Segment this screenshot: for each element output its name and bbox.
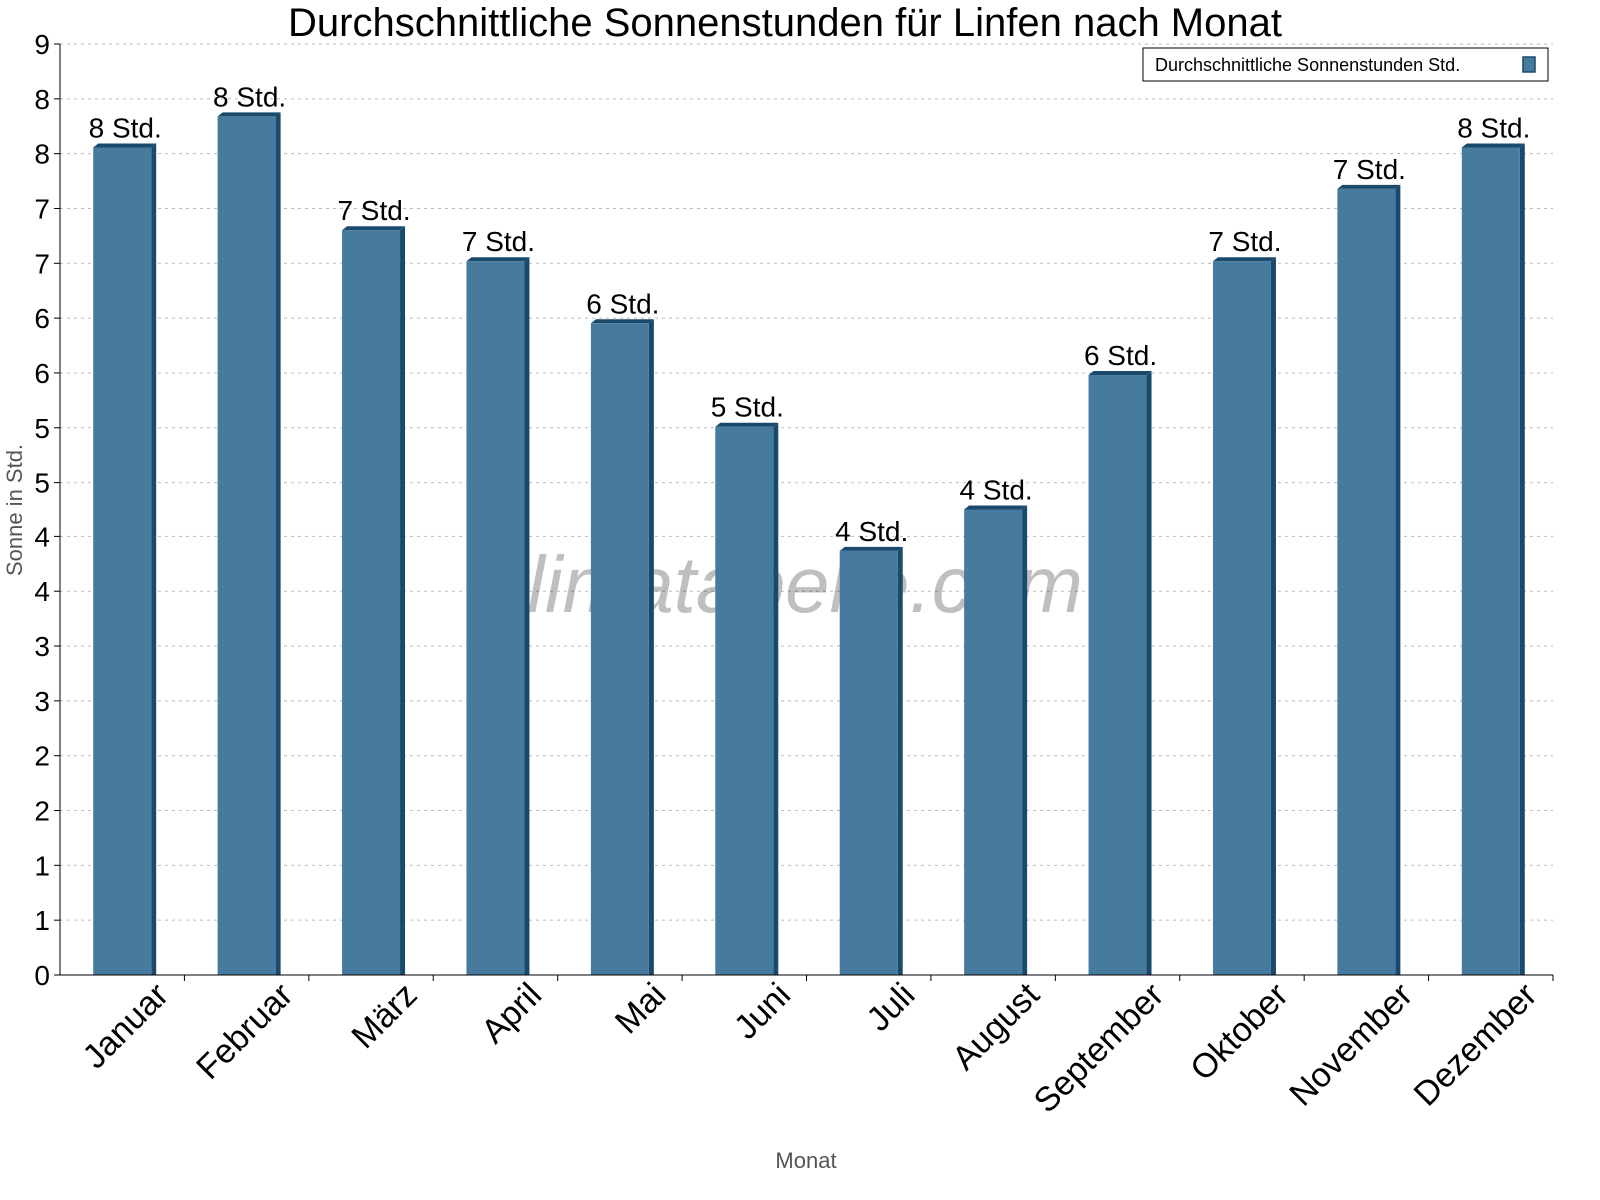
data-label: 6 Std. [586,288,659,319]
y-tick-label: 5 [34,468,50,499]
y-tick-label: 2 [34,741,50,772]
x-tick-label: Februar [189,976,300,1087]
bar-top [839,546,903,551]
bar [1088,375,1147,975]
y-tick-label: 3 [34,631,50,662]
y-tick-label: 5 [34,413,50,444]
y-tick-label: 9 [34,29,50,60]
y-tick-label: 2 [34,796,50,827]
y-tick-label: 8 [34,84,50,115]
data-label: 7 Std. [337,195,410,226]
x-tick-label: Juli [859,976,922,1039]
data-label: 7 Std. [1333,154,1406,185]
bar [1337,188,1396,976]
bar-top [1088,371,1152,376]
data-label: 6 Std. [1084,340,1157,371]
y-tick-label: 4 [34,576,50,607]
bar-top [715,422,779,427]
data-label: 7 Std. [462,226,535,257]
data-label: 4 Std. [835,516,908,547]
bar-top [1461,143,1525,148]
bar-side [773,422,779,975]
legend-box [1142,47,1549,82]
x-tick-label: Januar [75,976,175,1076]
x-tick-label: Juni [727,976,798,1047]
x-tick-label: April [474,976,549,1051]
bar-top [964,505,1028,510]
legend[interactable]: Durchschnittliche Sonnenstunden Std. [1142,47,1549,82]
bar [342,230,401,975]
x-tick-label: Oktober [1183,976,1295,1088]
y-tick-label: 7 [34,248,50,279]
bar [1212,261,1271,975]
bar-top [466,257,530,262]
bar-top [590,319,654,324]
bar [1461,147,1520,975]
data-label: 8 Std. [1457,112,1530,143]
bar-side [897,546,903,975]
data-label: 4 Std. [960,475,1033,506]
bar [715,426,774,975]
bars: 8 Std. 8 Std. 7 Std. 7 Std. 6 Std. 5 Std. 4 St… [89,81,1530,976]
bar [964,509,1023,975]
y-tick-label: 4 [34,521,50,552]
bar-side [1270,257,1276,975]
bar-top [342,226,406,231]
legend-swatch [1522,56,1536,73]
chart-title: Durchschnittliche Sonnenstunden für Linf… [288,1,1282,45]
bar-side [1022,505,1028,975]
legend-label: Durchschnittliche Sonnenstunden Std. [1155,55,1460,75]
bar-side [275,112,281,975]
y-tick-label: 3 [34,686,50,717]
x-tick-label: März [344,976,424,1056]
bar-top [93,143,157,148]
y-tick-label: 1 [34,850,50,881]
x-axis-title: Monat [775,1148,836,1173]
x-tick-label: Dezember [1407,976,1545,1114]
bar-top [217,112,281,117]
x-tick-label: Mai [608,976,674,1042]
y-tick-label: 6 [34,358,50,389]
y-axis-title: Sonne in Std. [2,444,27,576]
bar [217,116,276,975]
y-tick-label: 7 [34,193,50,224]
x-tick-label: August [945,975,1047,1077]
y-tick-label: 6 [34,303,50,334]
bar-side [1395,184,1401,976]
bar [93,147,152,975]
bar-top [1212,257,1276,262]
bar-side [524,257,530,975]
data-label: 8 Std. [89,112,162,143]
bar-side [400,226,406,975]
grid [60,43,1553,921]
y-tick-label: 8 [34,139,50,170]
bar [466,261,525,975]
bar-side [648,319,654,975]
bar-side [1146,371,1152,975]
x-tick-label: September [1027,976,1171,1120]
bar-side [1519,143,1525,975]
bar [590,323,649,975]
data-label: 7 Std. [1208,226,1281,257]
x-tick-label: November [1282,976,1420,1114]
data-label: 5 Std. [711,392,784,423]
y-tick-label: 0 [34,960,50,991]
bar-top [1337,184,1401,189]
y-tick-label: 1 [34,905,50,936]
bar-side [151,143,157,975]
bar [839,550,898,975]
data-label: 8 Std. [213,81,286,112]
